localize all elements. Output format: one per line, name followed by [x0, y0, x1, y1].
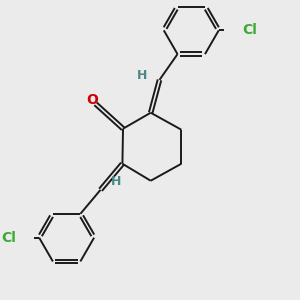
Text: Cl: Cl [1, 231, 16, 245]
Text: O: O [86, 93, 98, 107]
Text: H: H [137, 69, 148, 82]
Text: Cl: Cl [242, 23, 257, 37]
Text: H: H [111, 176, 122, 188]
